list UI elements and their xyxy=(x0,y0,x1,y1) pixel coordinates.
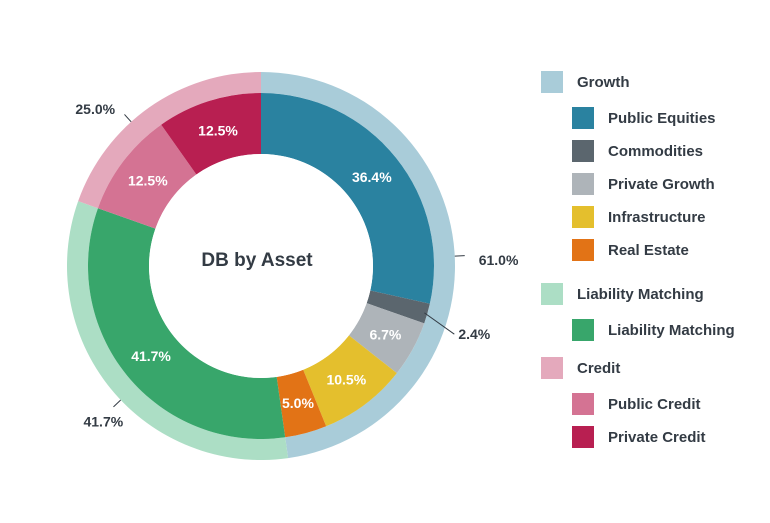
inner-labels: 36.4% 2.4% 6.7% 10.5% 5.0% 41.7% 12.5% 12.5% xyxy=(128,123,491,411)
slice-label-infrastructure: 10.5% xyxy=(326,372,366,388)
group-arc-liability-matching xyxy=(67,201,289,461)
slice-real-estate xyxy=(276,369,327,438)
slice-liability-matching xyxy=(87,208,286,440)
slice-label-commodities: 2.4% xyxy=(458,326,490,342)
slice-label-private-growth: 6.7% xyxy=(369,326,401,342)
center-hole xyxy=(149,154,373,378)
group-label-growth: 61.0% xyxy=(479,252,519,268)
slice-label-public-equities: 36.4% xyxy=(352,169,392,185)
slice-label-liability-matching: 41.7% xyxy=(131,348,171,364)
group-label-liability-matching: 41.7% xyxy=(83,414,123,430)
slice-infrastructure xyxy=(303,335,397,427)
outer-labels: 61.0% 41.7% 25.0% xyxy=(75,101,519,430)
group-arc-growth xyxy=(261,72,455,459)
slice-private-credit xyxy=(161,93,261,175)
slice-private-growth xyxy=(348,303,425,374)
leader-line-commodities xyxy=(424,312,455,335)
group-leader-liability-matching xyxy=(113,399,122,408)
chart-title: DB by Asset xyxy=(201,250,313,271)
slice-commodities xyxy=(366,290,430,324)
slice-label-private-credit: 12.5% xyxy=(198,123,238,139)
outer-ring xyxy=(67,72,455,461)
group-arc-credit xyxy=(78,72,261,209)
slice-public-credit xyxy=(97,124,197,229)
group-leader-credit xyxy=(124,114,132,123)
slice-public-equities xyxy=(261,93,434,304)
inner-ring xyxy=(87,93,434,440)
slice-label-real-estate: 5.0% xyxy=(282,395,314,411)
group-leader-growth xyxy=(454,255,465,257)
slice-label-public-credit: 12.5% xyxy=(128,172,168,188)
group-label-credit: 25.0% xyxy=(75,101,115,117)
